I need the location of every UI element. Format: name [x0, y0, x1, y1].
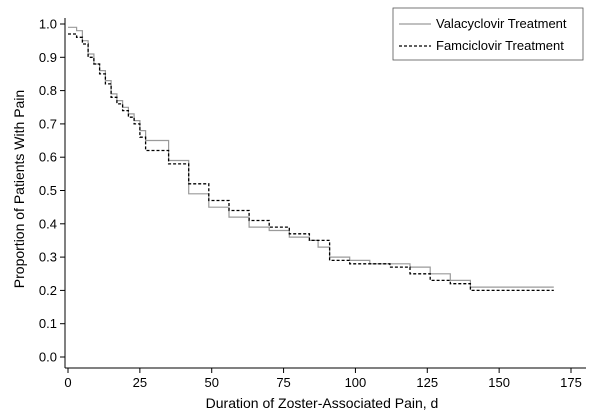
legend-label-valacyclovir: Valacyclovir Treatment	[436, 16, 567, 31]
y-tick-label: 0.8	[39, 83, 57, 98]
y-tick-label: 0.7	[39, 116, 57, 131]
x-tick-label: 0	[64, 375, 71, 390]
y-tick-label: 0.9	[39, 50, 57, 65]
y-tick-label: 0.6	[39, 150, 57, 165]
y-tick-label: 0.3	[39, 250, 57, 265]
x-axis-label: Duration of Zoster-Associated Pain, d	[206, 395, 439, 411]
x-tick-label: 100	[345, 375, 367, 390]
series-line-famciclovir	[68, 33, 554, 292]
series-layer	[68, 26, 554, 292]
y-tick-label: 0.2	[39, 283, 57, 298]
legend: Valacyclovir Treatment Famciclovir Treat…	[392, 7, 584, 61]
x-tick-label: 150	[488, 375, 510, 390]
x-tick-label: 50	[204, 375, 218, 390]
legend-label-famciclovir: Famciclovir Treatment	[436, 38, 564, 53]
y-tick-label: 1.0	[39, 17, 57, 32]
x-tick-label: 75	[276, 375, 290, 390]
y-tick-label: 0.0	[39, 350, 57, 365]
x-tick-label: 125	[416, 375, 438, 390]
y-axis-label: Proportion of Patients With Pain	[11, 90, 27, 288]
legend-box	[392, 7, 584, 61]
x-tick-label: 175	[560, 375, 582, 390]
x-tick-label: 25	[133, 375, 147, 390]
y-tick-label: 0.1	[39, 316, 57, 331]
axes-layer: 0.0 0.1 0.2 0.3 0.4 0.5 0.6 0.7 0.8 0.9 1.0 0 25 50 75…	[39, 17, 586, 390]
y-tick-label: 0.4	[39, 216, 57, 231]
series-line-valacyclovir	[68, 26, 554, 288]
y-tick-label: 0.5	[39, 183, 57, 198]
